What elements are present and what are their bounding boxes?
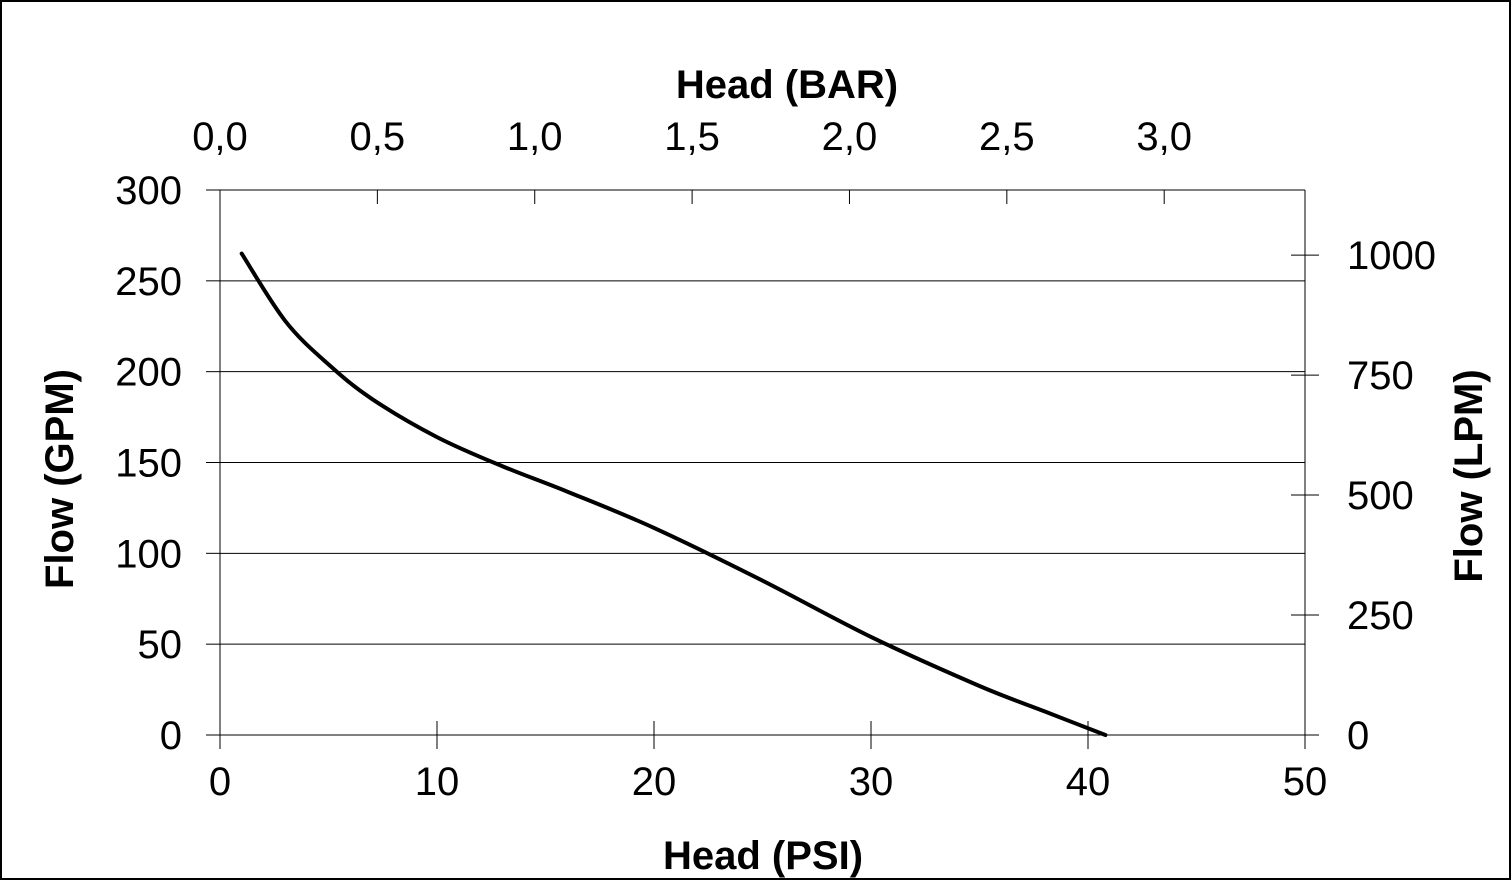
y2-tick-label-3: 750 [1347,354,1414,398]
x-tick-label-0: 0 [209,760,231,804]
y2-tick-label-4: 1000 [1347,234,1436,278]
y-tick-label-1: 50 [138,623,183,667]
y-tick-label-5: 250 [115,260,182,304]
y-tick-label-4: 200 [115,351,182,395]
y2-tick-label-2: 500 [1347,474,1414,518]
x2-tick-label-5: 2,5 [979,115,1035,159]
x2-tick-label-4: 2,0 [822,115,878,159]
y-axis-title: Flow (GPM) [38,369,82,589]
series-line-0 [239,251,1108,737]
x-axis-title: Head (PSI) [663,834,863,878]
labels-layer: 0 50 100 150 200 250 300 0 10 20 30 40 50 0,0 0,5 1,0 1,… [115,115,1436,804]
series-layer [239,251,1108,737]
x2-axis-title: Head (BAR) [676,63,898,107]
y-tick-label-3: 150 [115,442,182,486]
y-tick-label-2: 100 [115,532,182,576]
y2-axis-title: Flow (LPM) [1447,369,1491,582]
x-tick-label-5: 50 [1283,760,1328,804]
x2-tick-label-2: 1,0 [507,115,563,159]
x-tick-label-1: 10 [415,760,460,804]
x-tick-label-3: 30 [849,760,894,804]
x-tick-label-2: 20 [632,760,677,804]
x2-tick-label-1: 0,5 [350,115,406,159]
x2-tick-label-0: 0,0 [192,115,248,159]
y-tick-label-6: 300 [115,169,182,213]
y-tick-label-0: 0 [160,714,182,758]
x2-tick-label-6: 3,0 [1136,115,1192,159]
y2-tick-label-1: 250 [1347,594,1414,638]
grid-layer [220,280,1305,645]
axes-layer [206,189,1319,749]
x-tick-label-4: 40 [1066,760,1111,804]
x2-tick-label-3: 1,5 [664,115,720,159]
y2-tick-label-0: 0 [1347,714,1369,758]
